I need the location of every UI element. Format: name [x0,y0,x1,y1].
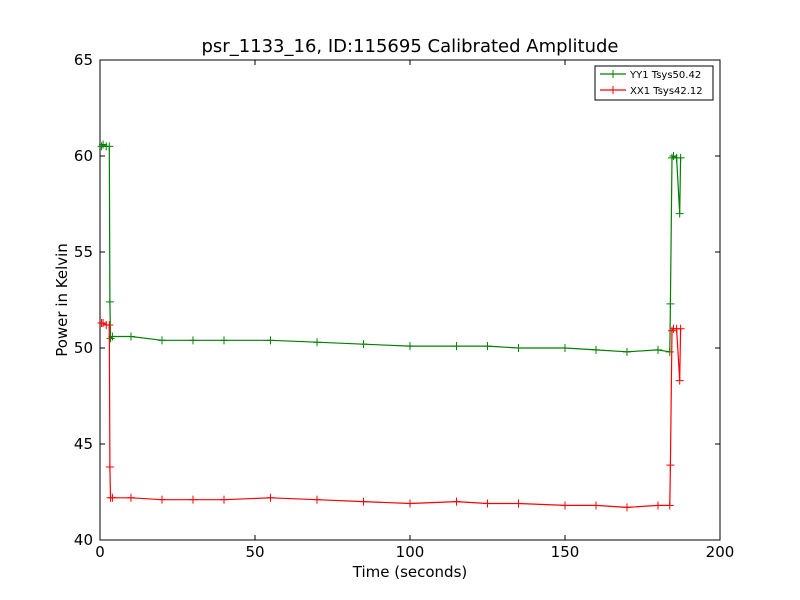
data-point [665,347,674,356]
data-point [108,493,117,502]
data-point [105,297,114,306]
legend-box [594,65,714,101]
y-tick-label: 55 [74,243,93,261]
x-tick-label: 200 [706,543,735,561]
data-point [220,336,228,345]
x-tick-label: 0 [95,543,105,561]
data-point [266,493,275,502]
data-point [666,461,675,470]
y-tick-label: 45 [74,435,93,453]
x-axis-label: Time (seconds) [352,563,468,581]
legend-label: YY1 Tsys50.42 [629,70,701,81]
chart-title: psr_1133_16, ID:115695 Calibrated Amplit… [201,36,618,57]
x-tick-label: 50 [245,543,264,561]
data-point [675,376,684,385]
data-point [452,342,461,351]
y-tick-label: 65 [74,51,93,69]
data-point [623,347,631,356]
data-point [675,209,684,218]
data-point [105,463,114,472]
data-point [483,342,492,351]
data-point [406,342,414,351]
data-point [514,499,523,508]
data-point [676,324,685,333]
data-point [654,501,662,510]
legend-marker [609,70,617,78]
data-point [666,299,675,308]
data-point [592,345,600,354]
data-point [105,320,114,329]
data-point [266,336,275,345]
data-point [592,501,600,510]
series-layer [97,140,685,512]
legend-label: XX1 Tsys42.12 [630,86,703,97]
data-point [676,153,685,162]
data-point [106,334,115,343]
data-point [127,332,135,341]
data-point [452,497,461,506]
series-xx1 [97,319,685,512]
y-tick-label: 50 [74,339,93,357]
tick-layer [99,59,721,541]
data-point [359,497,368,506]
legend: YY1 Tsys50.42 XX1 Tsys42.12 [594,65,714,101]
x-tick-label: 100 [396,543,425,561]
data-point [189,336,197,345]
data-point [189,495,197,504]
data-point [158,336,166,345]
data-point [561,501,569,510]
data-point [406,499,414,508]
y-tick-label: 60 [74,147,93,165]
data-point [667,326,676,335]
y-axis-label: Power in Kelvin [53,243,71,357]
data-point [313,495,321,504]
plot-frame [99,59,721,541]
data-point [665,501,674,510]
y-tick-label: 40 [74,531,93,549]
x-tick-label: 150 [551,543,580,561]
data-point [654,345,662,354]
data-point [623,503,631,512]
data-point [561,344,569,352]
series-yy1 [97,140,685,356]
data-point [359,340,368,349]
data-point [220,495,228,504]
data-point [483,499,492,508]
data-point [127,493,135,502]
data-point [514,344,523,352]
data-point [313,338,321,347]
plot-area [97,59,721,541]
data-point [158,495,166,504]
data-point [105,142,114,151]
legend-marker [609,86,617,94]
